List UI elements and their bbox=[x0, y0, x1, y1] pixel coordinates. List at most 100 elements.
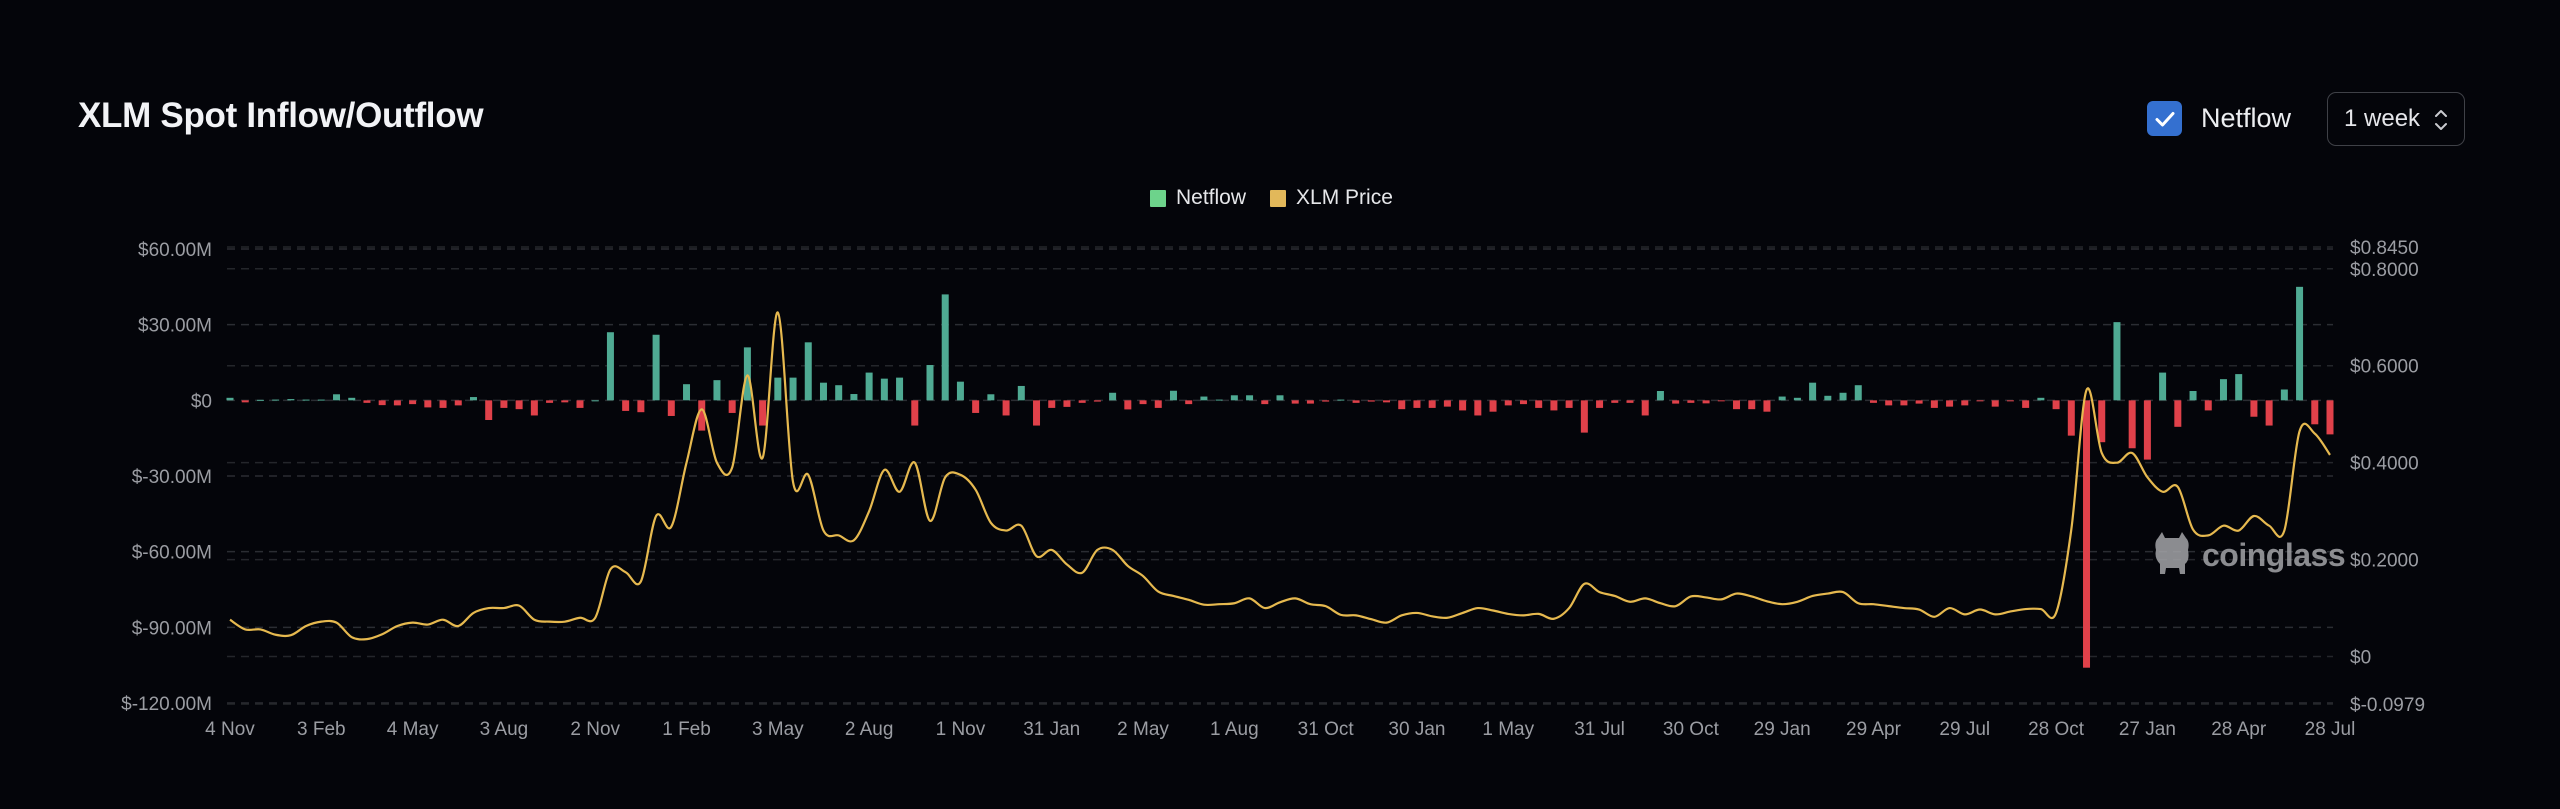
netflow-bar bbox=[941, 294, 949, 401]
netflow-bar bbox=[1535, 400, 1543, 408]
netflow-bar bbox=[880, 378, 888, 401]
netflow-bar bbox=[1824, 395, 1832, 401]
x-axis-tick-label: 3 Feb bbox=[297, 719, 346, 740]
netflow-checkbox[interactable]: Netflow bbox=[2147, 101, 2291, 136]
period-select[interactable]: 1 week bbox=[2327, 92, 2465, 146]
netflow-bar bbox=[1367, 400, 1375, 402]
legend-label: XLM Price bbox=[1296, 186, 1393, 209]
netflow-bar bbox=[1672, 400, 1680, 404]
netflow-bar bbox=[348, 397, 356, 401]
x-axis-tick-label: 28 Jul bbox=[2305, 719, 2356, 740]
right-axis-tick-label: $0.2000 bbox=[2350, 551, 2419, 572]
legend-label: Netflow bbox=[1176, 186, 1247, 209]
legend-item-price[interactable]: XLM Price bbox=[1270, 186, 1393, 210]
legend-item-netflow[interactable]: Netflow bbox=[1150, 186, 1246, 210]
x-axis-tick-label: 29 Apr bbox=[1846, 719, 1902, 740]
netflow-bar bbox=[1215, 399, 1223, 401]
netflow-bar bbox=[363, 400, 371, 403]
netflow-bar bbox=[1946, 400, 1954, 407]
netflow-bar bbox=[865, 372, 873, 401]
netflow-bar bbox=[1961, 400, 1969, 406]
chart-legend: Netflow XLM Price bbox=[1150, 186, 1417, 210]
netflow-bar bbox=[317, 399, 325, 401]
netflow-bar bbox=[1139, 400, 1147, 405]
netflow-bar bbox=[1078, 400, 1086, 403]
x-axis-tick-label: 1 May bbox=[1482, 719, 1534, 740]
netflow-bar bbox=[241, 400, 249, 403]
netflow-bar bbox=[1352, 400, 1360, 403]
x-axis-tick-label: 27 Jan bbox=[2119, 719, 2176, 740]
netflow-bar bbox=[713, 380, 721, 401]
netflow-bar bbox=[743, 347, 751, 401]
netflow-bar bbox=[272, 399, 280, 401]
netflow-bar bbox=[1793, 397, 1801, 401]
netflow-bar bbox=[2326, 400, 2334, 435]
netflow-bar bbox=[1246, 395, 1254, 401]
netflow-bar bbox=[1869, 400, 1877, 403]
netflow-bar bbox=[1930, 400, 1938, 408]
netflow-bar bbox=[393, 400, 401, 406]
netflow-bar bbox=[1596, 400, 1604, 408]
checkmark-icon[interactable] bbox=[2147, 101, 2182, 136]
right-axis-tick-label: $0.4000 bbox=[2350, 454, 2419, 475]
netflow-bar bbox=[1656, 391, 1664, 401]
x-axis-tick-label: 4 May bbox=[387, 719, 439, 740]
netflow-bar bbox=[2083, 400, 2091, 668]
x-axis-tick-label: 2 May bbox=[1117, 719, 1169, 740]
netflow-bar bbox=[2159, 372, 2167, 401]
netflow-bar bbox=[1124, 400, 1132, 410]
netflow-bar bbox=[1748, 400, 1756, 410]
netflow-bar bbox=[1489, 400, 1497, 412]
netflow-bar bbox=[1900, 400, 1908, 406]
netflow-bar bbox=[439, 400, 447, 408]
netflow-bar bbox=[2204, 400, 2212, 411]
netflow-bar bbox=[2052, 400, 2060, 410]
netflow-bar bbox=[1398, 400, 1406, 410]
netflow-bar bbox=[1839, 392, 1847, 401]
netflow-bar bbox=[652, 334, 660, 401]
x-axis-tick-label: 31 Jan bbox=[1023, 719, 1080, 740]
xlm-price-line bbox=[229, 311, 2331, 641]
x-axis-tick-label: 3 May bbox=[752, 719, 804, 740]
netflow-bar bbox=[956, 381, 964, 401]
netflow-bar bbox=[1200, 396, 1208, 401]
netflow-bar bbox=[896, 377, 904, 401]
netflow-bar bbox=[454, 400, 462, 406]
left-axis-tick-label: $-60.00M bbox=[132, 543, 212, 564]
netflow-bar bbox=[256, 399, 264, 401]
x-axis-tick-label: 30 Jan bbox=[1388, 719, 1445, 740]
right-axis-tick-label: $0 bbox=[2350, 648, 2371, 669]
netflow-bar bbox=[2143, 400, 2151, 460]
netflow-bar bbox=[1504, 400, 1512, 406]
netflow-bar bbox=[1519, 400, 1527, 405]
right-axis-tick-label: $-0.0979 bbox=[2350, 695, 2425, 716]
netflow-bar bbox=[987, 394, 995, 401]
netflow-bar bbox=[1854, 385, 1862, 401]
netflow-bar bbox=[485, 400, 493, 421]
coinglass-watermark: coinglass bbox=[2152, 530, 2346, 580]
netflow-bar bbox=[1048, 400, 1056, 408]
netflow-bar bbox=[1717, 400, 1725, 402]
netflow-bar bbox=[1291, 400, 1299, 404]
netflow-bar bbox=[409, 400, 417, 405]
x-axis-tick-label: 3 Aug bbox=[480, 719, 529, 740]
netflow-bar bbox=[2128, 400, 2136, 449]
netflow-checkbox-label: Netflow bbox=[2201, 103, 2292, 133]
netflow-bar bbox=[1033, 400, 1041, 426]
left-axis-tick-label: $-120.00M bbox=[121, 694, 212, 715]
right-axis-tick-label: $0.6000 bbox=[2350, 357, 2419, 378]
netflow-bar bbox=[2250, 400, 2258, 417]
netflow-bar bbox=[1809, 382, 1817, 401]
netflow-bar bbox=[637, 400, 645, 413]
netflow-bar bbox=[819, 382, 827, 401]
netflow-bar bbox=[606, 332, 614, 401]
netflow-bar bbox=[622, 400, 630, 411]
netflow-bar bbox=[759, 400, 767, 426]
netflow-bar bbox=[2022, 400, 2030, 408]
netflow-bar bbox=[1154, 400, 1162, 408]
netflow-bar bbox=[333, 394, 341, 401]
netflow-bar bbox=[1276, 395, 1284, 401]
netflow-bar bbox=[1565, 400, 1573, 408]
netflow-bar bbox=[1383, 400, 1391, 403]
